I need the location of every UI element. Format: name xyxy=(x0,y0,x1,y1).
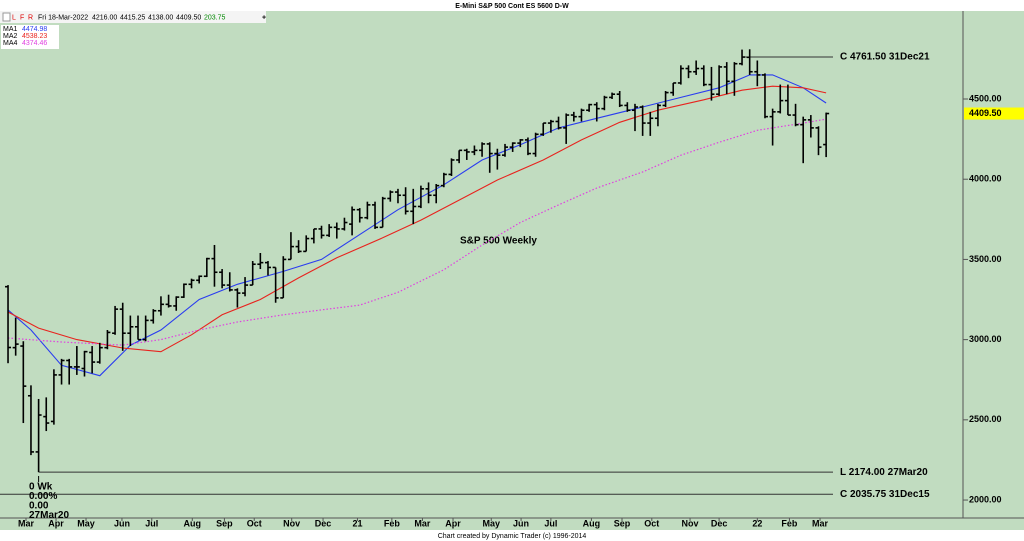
toolbar-button[interactable]: L xyxy=(12,14,16,21)
x-tick-label: May xyxy=(77,518,95,528)
toolbar-buttons: L F R Fri 18-Mar-2022 4216.00 4415.25 41… xyxy=(2,12,266,22)
footer-bar xyxy=(0,530,1024,541)
x-tick-label: Oct xyxy=(644,518,659,528)
title-bar xyxy=(0,0,1024,11)
button-box[interactable] xyxy=(2,12,11,22)
x-tick-label: Dec xyxy=(711,518,728,528)
x-tick-label: Mar xyxy=(812,518,829,528)
x-tick-label: Oct xyxy=(247,518,262,528)
x-tick-label: Apr xyxy=(48,518,64,528)
toolbar xyxy=(0,11,266,23)
x-tick-label: Jun xyxy=(513,518,529,528)
last-price-box xyxy=(964,107,1024,120)
x-tick-label: Jul xyxy=(145,518,158,528)
header-low: 4138.00 xyxy=(148,14,173,21)
x-tick-label: Apr xyxy=(445,518,461,528)
header-high: 4415.25 xyxy=(120,14,145,21)
last-price-label: 4409.50 xyxy=(969,108,1002,118)
cursor-text: 27Mar20 xyxy=(29,510,69,521)
legend-value: 4474.98 xyxy=(22,26,47,33)
x-tick-label: Mar xyxy=(414,518,431,528)
legend-value: 4374.46 xyxy=(22,40,47,47)
crosshair-button[interactable]: + xyxy=(262,14,266,21)
x-tick-label: Aug xyxy=(583,518,601,528)
cursor-text: 0 Wk xyxy=(29,482,53,493)
x-tick-label: May xyxy=(482,518,500,528)
legend-box xyxy=(1,25,59,49)
y-tick-label: 2000.00 xyxy=(969,494,1002,504)
chart-title: S&P 500 Weekly xyxy=(460,236,537,247)
x-tick-label: Mar xyxy=(18,518,35,528)
annotation-label: C 4761.50 31Dec21 xyxy=(840,52,930,63)
x-tick-label: Jul xyxy=(544,518,557,528)
cursor-text: 0.00% xyxy=(29,491,57,502)
footer-text: Chart created by Dynamic Trader (c) 1996… xyxy=(438,533,587,540)
legend-name: MA2 xyxy=(3,33,18,40)
header-close: 4409.50 xyxy=(176,14,201,21)
x-tick-label: 21 xyxy=(352,518,362,528)
legend-value: 4538.23 xyxy=(22,33,47,40)
x-tick-label: Feb xyxy=(384,518,401,528)
cursor-text: 0.00 xyxy=(29,501,49,512)
y-tick-label: 4000.00 xyxy=(969,174,1002,184)
x-tick-label: Sep xyxy=(216,518,233,528)
annotation-label: L 2174.00 27Mar20 xyxy=(840,467,928,478)
toolbar-button[interactable]: R xyxy=(28,14,33,21)
x-tick-label: Aug xyxy=(184,518,202,528)
y-tick-label: 3500.00 xyxy=(969,254,1002,264)
x-tick-label: 22 xyxy=(752,518,762,528)
toolbar-button[interactable]: F xyxy=(20,14,24,21)
header-open: 4216.00 xyxy=(92,14,117,21)
x-tick-label: Sep xyxy=(614,518,631,528)
y-tick-label: 4500.00 xyxy=(969,93,1002,103)
legend-name: MA1 xyxy=(3,26,18,33)
header-change: 203.75 xyxy=(204,14,226,21)
x-tick-label: Dec xyxy=(315,518,332,528)
x-tick-label: Nov xyxy=(682,518,699,528)
moving-average xyxy=(7,85,827,353)
x-tick-label: Jun xyxy=(114,518,130,528)
header-date: Fri 18-Mar-2022 xyxy=(38,14,88,21)
x-tick-label: Nov xyxy=(283,518,300,528)
window-title: E-Mini S&P 500 Cont ES 5600 D-W xyxy=(455,3,569,10)
annotation-label: C 2035.75 31Dec15 xyxy=(840,489,930,500)
legend-name: MA4 xyxy=(3,40,18,47)
x-tick-label: Feb xyxy=(781,518,798,528)
y-tick-label: 3000.00 xyxy=(969,334,1002,344)
y-tick-label: 2500.00 xyxy=(969,414,1002,424)
